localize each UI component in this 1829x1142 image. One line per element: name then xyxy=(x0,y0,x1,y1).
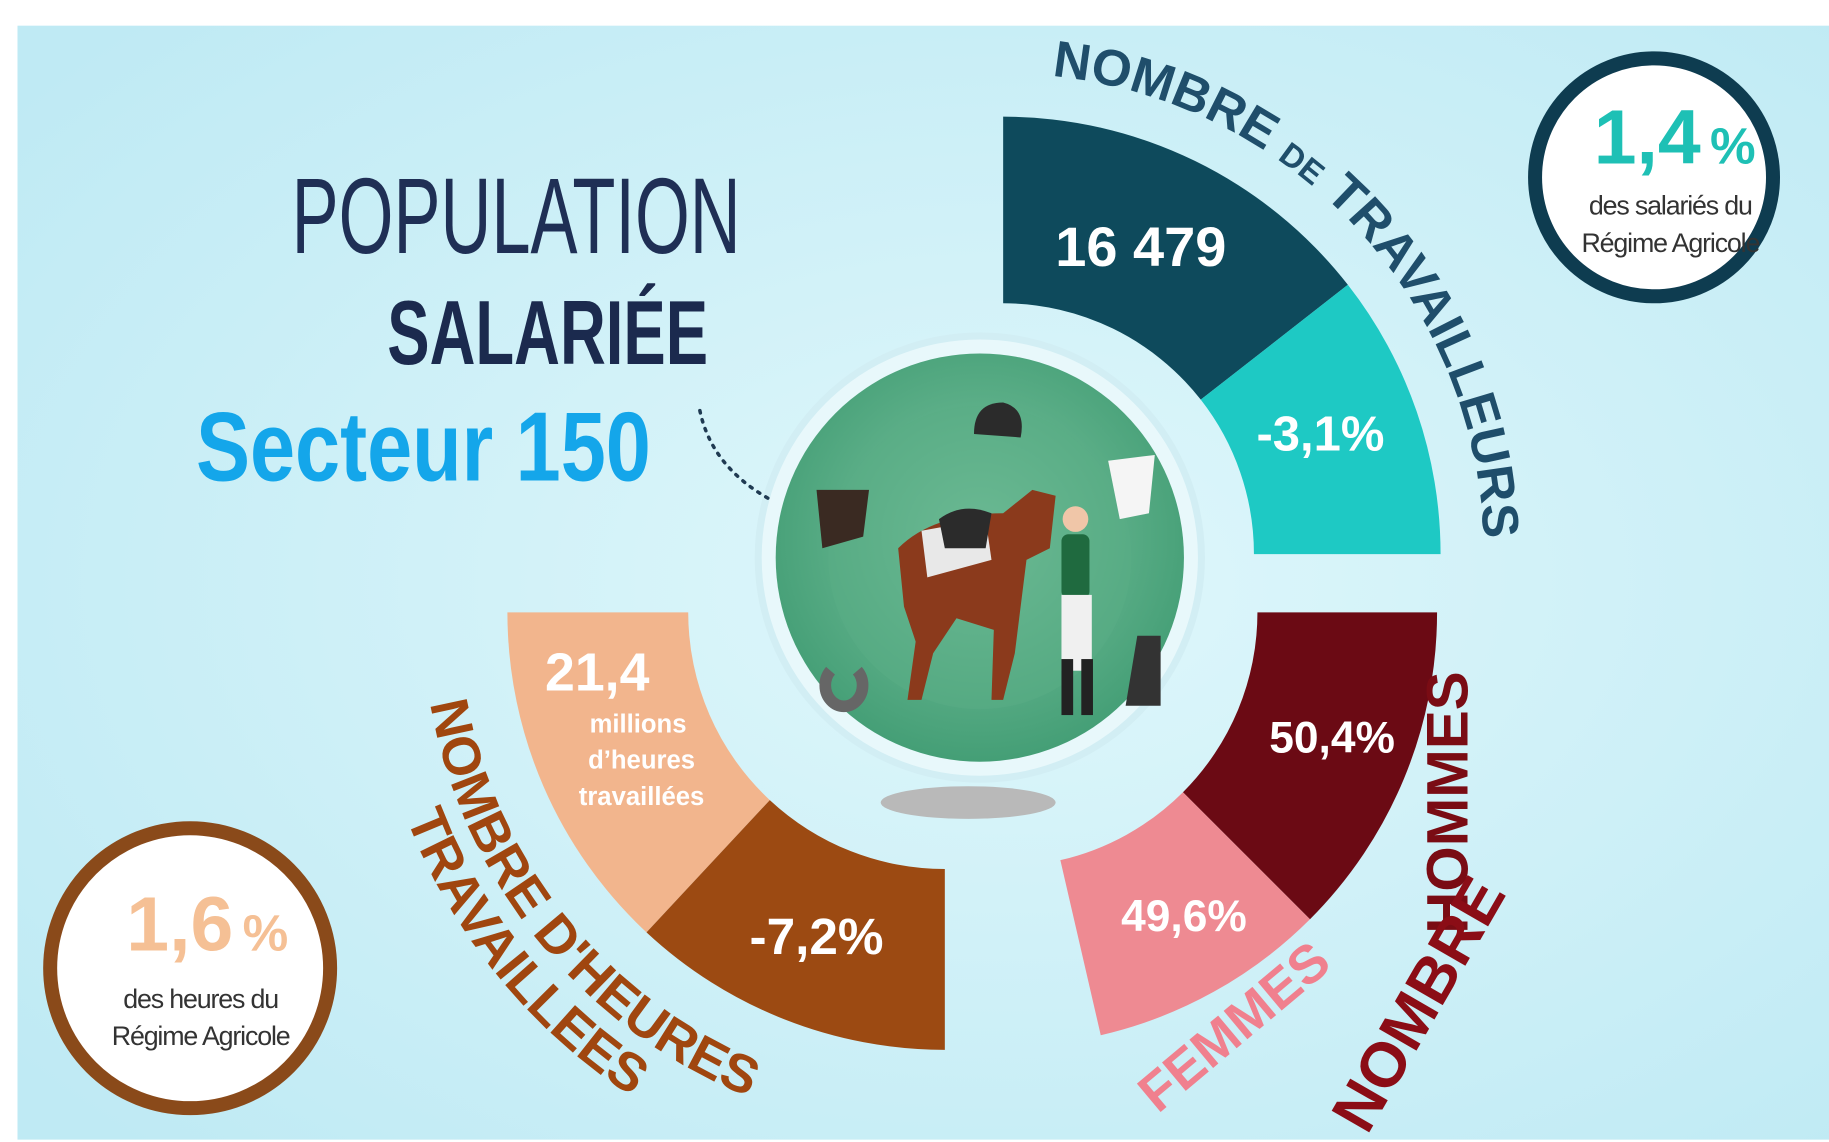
badge-text: Régime Agricole xyxy=(112,1021,290,1051)
badge-text: des heures du xyxy=(123,984,278,1014)
women-pct: 49,6% xyxy=(1121,892,1247,941)
hours-unit: d’heures xyxy=(588,747,695,775)
hours-value: 21,4 xyxy=(545,643,650,703)
title-line2: SALARIÉE xyxy=(387,283,708,384)
badge-value: 1,6 xyxy=(126,882,233,968)
badge-unit: % xyxy=(1710,117,1756,174)
workers-change: -3,1% xyxy=(1256,407,1384,461)
badge-text: des salariés du xyxy=(1589,191,1752,221)
men-pct: 50,4% xyxy=(1269,713,1395,762)
title-line1: POPULATION xyxy=(292,156,741,276)
badge-value: 1,4 xyxy=(1594,94,1701,180)
hours-unit: travaillées xyxy=(579,783,705,811)
badge-text: Régime Agricole xyxy=(1581,228,1759,258)
badge-ring xyxy=(50,828,330,1108)
hours-change: -7,2% xyxy=(749,908,883,965)
badge-unit: % xyxy=(243,905,289,962)
workers-value: 16 479 xyxy=(1055,215,1226,278)
hours-unit: millions xyxy=(590,711,687,739)
infographic: POPULATION SALARIÉE Secteur 150 NOMBRE D… xyxy=(0,0,1829,1142)
title-line3: Secteur 150 xyxy=(196,392,651,502)
